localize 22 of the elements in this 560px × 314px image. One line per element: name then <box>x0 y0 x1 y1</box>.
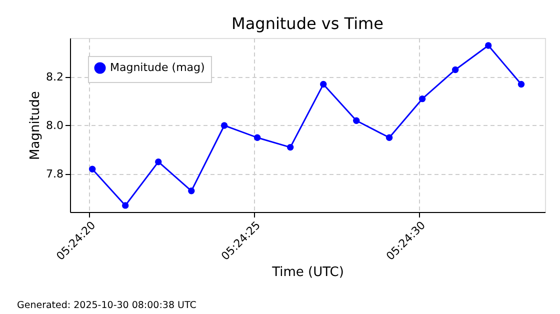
point <box>518 80 525 88</box>
point <box>484 42 492 49</box>
point <box>286 144 294 151</box>
y-tick-label: 8.2 <box>46 70 64 84</box>
text: Generated: 2025-10-30 08:00:38 UTC <box>17 300 197 311</box>
point <box>254 134 261 141</box>
point <box>88 166 96 172</box>
point <box>386 134 393 141</box>
point <box>353 117 360 124</box>
point <box>122 202 129 209</box>
legend-label: Magnitude (mag) <box>110 61 205 74</box>
point <box>155 158 162 166</box>
chart-title: Magnitude vs Time <box>232 14 384 33</box>
x-axis-title: Time (UTC) <box>271 265 344 280</box>
point <box>188 188 195 194</box>
y-tick-label: 7.8 <box>46 167 64 180</box>
point <box>220 122 228 129</box>
point <box>418 95 426 102</box>
point <box>320 80 327 88</box>
y-tick-label: 8.0 <box>46 118 64 132</box>
y-axis-title: Magnitude <box>28 91 44 160</box>
point <box>452 66 459 74</box>
